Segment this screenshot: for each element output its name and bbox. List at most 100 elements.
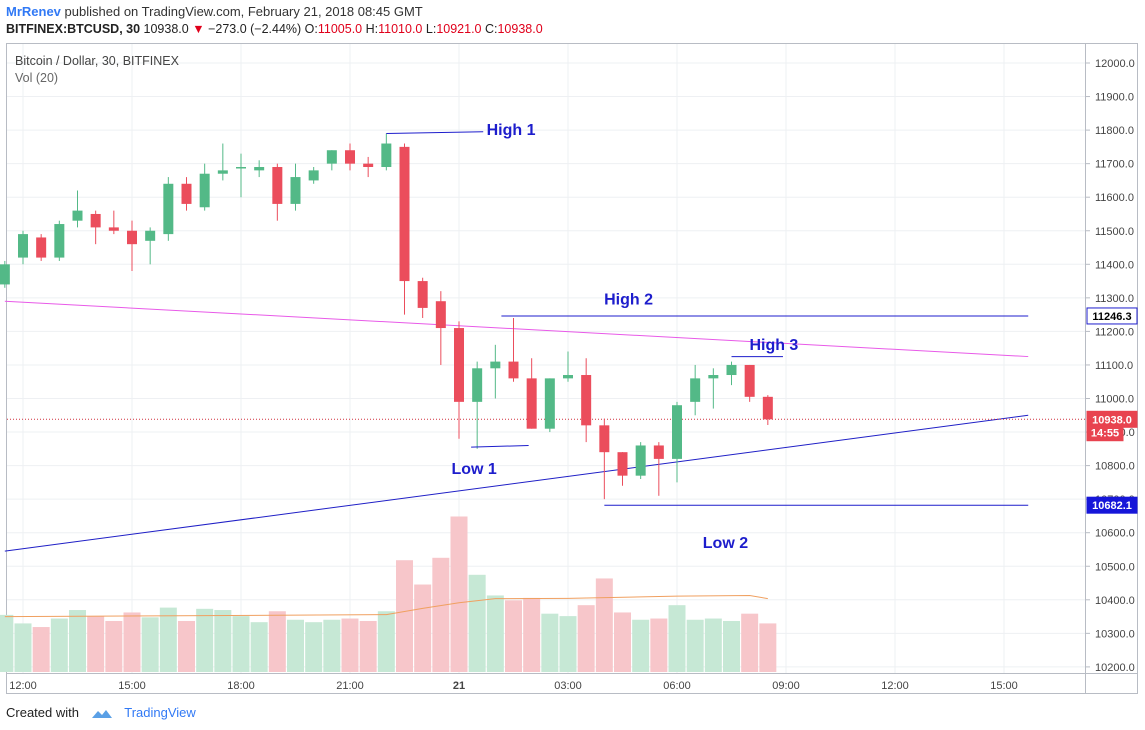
annotation: High 3 xyxy=(731,337,798,358)
volume-bar xyxy=(305,622,323,672)
candle-body xyxy=(726,364,737,376)
candle-body xyxy=(672,405,682,459)
candle-body xyxy=(181,183,192,204)
author-link[interactable]: MrRenev xyxy=(6,4,61,19)
trend-line-resistance xyxy=(4,300,1029,358)
price-axis-label: 10500.0 xyxy=(1095,561,1135,573)
chart-border xyxy=(6,43,1138,694)
annotation-label: High 3 xyxy=(749,337,798,354)
volume-bar xyxy=(595,578,613,672)
candle-body xyxy=(308,170,319,181)
candle-body xyxy=(508,361,519,379)
candle xyxy=(272,163,283,221)
candle xyxy=(581,358,592,443)
candle-body xyxy=(581,375,592,426)
candle xyxy=(762,395,773,426)
candle-body xyxy=(526,378,537,429)
volume-bar xyxy=(704,618,722,672)
candle-body xyxy=(90,213,101,228)
volume-bar xyxy=(250,622,268,672)
volume-bar xyxy=(123,612,141,672)
price-axis-label: 11300.0 xyxy=(1095,293,1134,305)
price-axis-label: 10600.0 xyxy=(1095,528,1135,540)
candle-body xyxy=(435,301,446,329)
candle xyxy=(381,133,392,171)
candle-body xyxy=(163,183,174,235)
annotations[interactable]: High 1 High 2 High 3 Low 1 Low 2 xyxy=(386,122,1029,552)
volume-bar xyxy=(14,623,32,672)
low-label: L: xyxy=(425,22,437,36)
candle xyxy=(72,190,83,228)
header: MrRenev published on TradingView.com, Fe… xyxy=(0,0,1145,42)
candles xyxy=(0,133,773,500)
candle xyxy=(708,368,719,409)
volume-bar xyxy=(105,620,123,672)
volume-bar xyxy=(723,620,740,672)
candle xyxy=(599,418,610,500)
candle-body xyxy=(363,163,374,168)
open-label: O: xyxy=(304,22,318,36)
candle-body xyxy=(254,167,265,171)
price-axis-label: 10200.0 xyxy=(1095,662,1135,674)
symbol-label: BITFINEX:BTCUSD, 30 xyxy=(6,22,141,36)
price-label: 10938.0 xyxy=(1086,410,1138,428)
price-axis[interactable]: 10200.010300.010400.010500.010600.010700… xyxy=(1085,58,1135,674)
created-with-text: Created with xyxy=(6,705,79,720)
volume-bar xyxy=(268,611,286,672)
annotation-label: Low 1 xyxy=(451,461,496,478)
price-label-box xyxy=(1086,496,1138,514)
annotation-label: High 2 xyxy=(604,292,653,309)
time-axis[interactable]: 12:00 15:00 18:00 21:00 21 03:00 06:00 09:00 12:… xyxy=(9,680,1018,692)
price-label-text: 14:55 xyxy=(1091,428,1119,440)
candle xyxy=(617,452,628,486)
candle xyxy=(726,361,737,386)
footer: Created with TradingView xyxy=(6,705,196,721)
low-value: 10921.0 xyxy=(436,22,482,36)
tradingview-link[interactable]: TradingView xyxy=(124,705,196,720)
price-label-box xyxy=(1086,307,1138,325)
volume-ma xyxy=(4,594,768,618)
candle xyxy=(326,150,337,171)
annotation-label: High 1 xyxy=(487,122,536,139)
price-label-text: 11246.3 xyxy=(1092,311,1131,323)
candle-body xyxy=(199,173,210,208)
candle-body xyxy=(36,237,47,258)
price-axis-label: 11000.0 xyxy=(1095,394,1134,406)
candle xyxy=(18,230,28,265)
candle xyxy=(163,177,174,241)
volume-bar xyxy=(523,597,541,672)
price-axis-label: 11700.0 xyxy=(1095,159,1134,171)
candle xyxy=(127,220,137,272)
candle-body xyxy=(108,227,119,231)
time-axis-label: 12:00 xyxy=(9,680,37,692)
last-price: 10938.0 xyxy=(143,22,189,36)
candle xyxy=(217,143,228,181)
volume-bar xyxy=(668,605,686,672)
candle-body xyxy=(345,150,355,164)
volume-bar xyxy=(87,616,105,672)
volume-bar xyxy=(32,627,50,672)
volume-bar xyxy=(414,584,432,672)
candle xyxy=(0,260,10,288)
candle-body xyxy=(290,177,301,204)
annotation-line xyxy=(471,444,529,448)
candle xyxy=(672,401,682,483)
candle xyxy=(363,156,374,178)
candle xyxy=(690,364,701,416)
price-label-text: 10938.0 xyxy=(1092,414,1132,426)
tradingview-logo-icon xyxy=(91,709,112,718)
candle xyxy=(54,220,65,261)
candle-body xyxy=(399,146,410,282)
time-axis-label: 18:00 xyxy=(227,680,255,692)
trend-lines[interactable] xyxy=(4,300,1029,552)
price-axis-label: 11400.0 xyxy=(1095,259,1134,271)
candle-body xyxy=(635,445,646,476)
volume-bar xyxy=(632,619,650,672)
candle xyxy=(308,167,319,184)
price-label: 10682.1 xyxy=(1086,496,1138,514)
price-axis-label: 11600.0 xyxy=(1095,192,1134,204)
volume-bar xyxy=(196,608,214,672)
price-axis-label: 10400.0 xyxy=(1095,595,1135,607)
candle xyxy=(490,344,501,399)
